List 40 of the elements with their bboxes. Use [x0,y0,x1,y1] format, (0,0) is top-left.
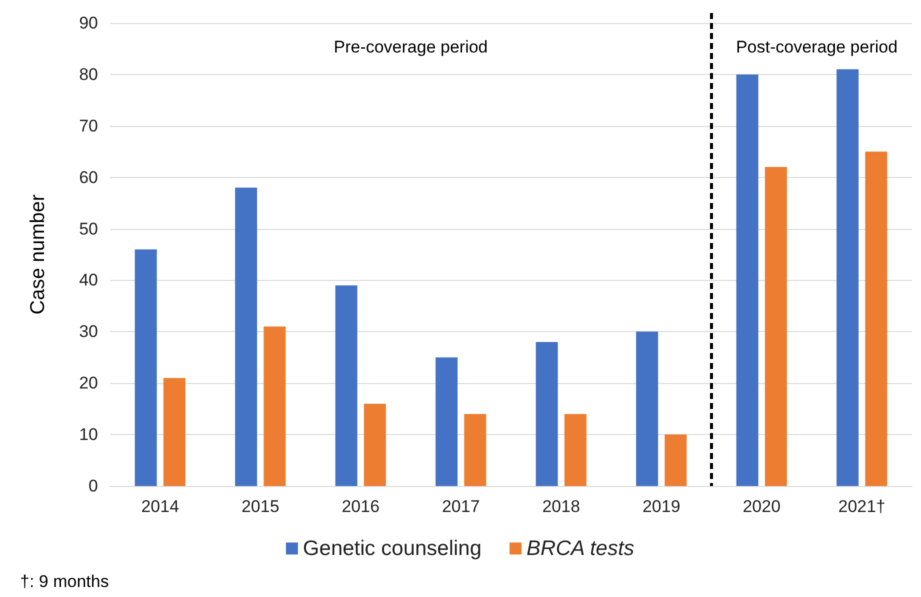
x-tick-label: 2018 [542,497,580,516]
bar [235,188,258,486]
bar [564,414,586,486]
annotation: Post-coverage period [736,38,898,56]
bar [865,152,888,486]
bar [736,74,758,486]
x-tick-label: 2017 [442,497,480,516]
x-tick-label: 2021† [838,497,886,516]
y-tick-label: 90 [79,14,98,32]
y-tick-label: 10 [79,425,98,444]
bar [264,326,286,486]
y-tick-label: 60 [79,168,98,187]
bar [836,69,859,486]
legend-label: Genetic counseling [302,537,482,560]
annotation: Pre-coverage period [334,38,488,56]
bar [134,249,157,486]
x-tick-label: 2020 [742,497,781,516]
y-axis-title: Case number [27,194,49,315]
y-tick-label: 40 [79,270,98,290]
legend-label: BRCA tests [526,537,635,560]
y-tick-label: 50 [79,219,98,238]
bar [664,434,687,486]
x-tick-label: 2015 [241,497,280,516]
bar [536,342,558,486]
y-tick-label: 70 [79,116,98,136]
x-tick-label: 2016 [342,497,380,516]
y-tick-label: 0 [88,476,98,496]
x-tick-label: 2014 [141,497,180,516]
y-tick-label: 80 [79,64,98,84]
y-tick-label: 20 [79,374,98,393]
text: †: 9 months [20,572,109,591]
bar [335,285,358,486]
y-tick-label: 30 [79,322,98,342]
x-tick-label: 2019 [642,497,680,516]
bar [764,167,787,486]
bar [636,332,658,486]
bar [464,414,486,486]
bar [436,357,458,486]
bar [364,404,386,486]
bar [163,378,186,486]
